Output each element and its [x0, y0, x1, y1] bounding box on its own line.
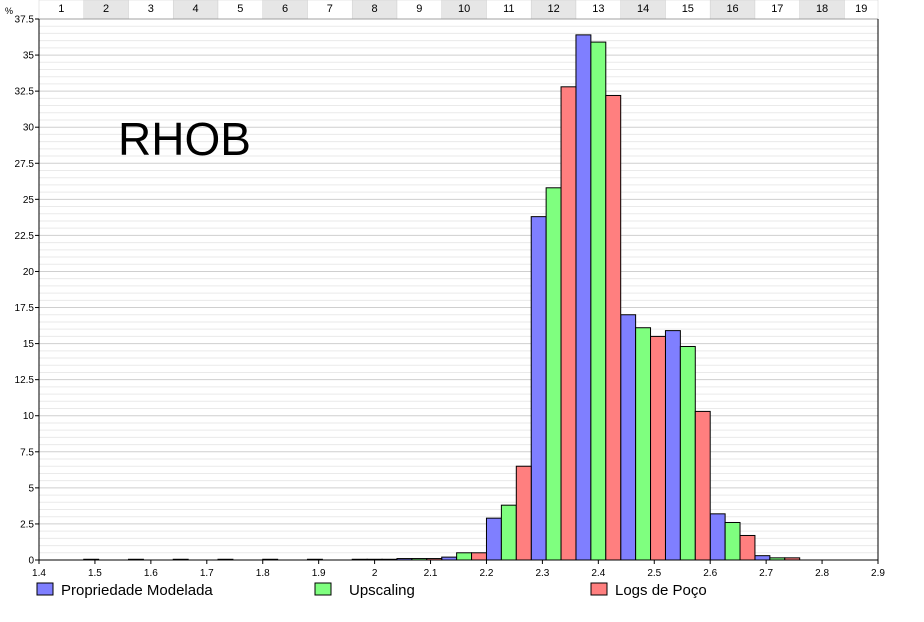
bin-header-label: 19	[855, 3, 867, 15]
bin-header-label: 17	[771, 3, 783, 15]
x-tick-label: 2.4	[591, 568, 605, 579]
x-tick-label: 1.7	[200, 568, 214, 579]
legend-item: Logs de Poço	[590, 582, 707, 599]
bar	[620, 314, 637, 561]
plot-background	[39, 19, 878, 560]
y-tick-label: 17.5	[15, 303, 35, 314]
x-tick-label: 2.9	[871, 568, 885, 579]
bar	[485, 517, 502, 561]
bin-header-label: 16	[726, 3, 738, 15]
bin-header-label: 14	[637, 3, 649, 15]
y-tick-label: 15	[23, 339, 35, 350]
bin-header-label: 5	[237, 3, 243, 15]
bar	[471, 552, 487, 561]
plot-area	[39, 19, 878, 560]
y-tick-label: 10	[23, 411, 35, 422]
bar	[650, 335, 666, 561]
bar	[679, 345, 696, 561]
legend-label: Logs de Poço	[615, 582, 707, 599]
legend-label: Propriedade Modelada	[61, 582, 213, 599]
x-tick-label: 1.9	[312, 568, 326, 579]
bar	[560, 86, 577, 561]
bar	[694, 410, 711, 561]
y-tick-label: 7.5	[20, 447, 34, 458]
x-tick-label: 2.6	[703, 568, 717, 579]
y-tick-label: 32.5	[15, 87, 35, 98]
y-tick-label: 0	[28, 556, 34, 567]
axes: 02.557.51012.51517.52022.52527.53032.535…	[15, 15, 886, 580]
y-tick-label: 5	[28, 483, 34, 494]
y-tick-label: 37.5	[15, 15, 35, 26]
x-tick-label: 1.8	[256, 568, 270, 579]
y-tick-label: 20	[23, 267, 35, 278]
bar	[575, 34, 592, 561]
bin-header-label: 13	[592, 3, 604, 15]
bar	[664, 330, 681, 561]
x-tick-label: 1.4	[32, 568, 46, 579]
legend-swatch	[36, 582, 54, 596]
bin-header-label: 15	[682, 3, 694, 15]
x-tick-label: 2.5	[647, 568, 661, 579]
x-tick-label: 1.5	[88, 568, 102, 579]
bar	[515, 465, 532, 561]
bar	[739, 534, 756, 561]
y-tick-label: 27.5	[15, 159, 35, 170]
bar	[530, 216, 547, 561]
bar	[545, 187, 562, 561]
y-tick-label: 22.5	[15, 231, 35, 242]
x-tick-label: 2.1	[424, 568, 438, 579]
chart-title: RHOB	[118, 113, 251, 165]
bar	[590, 41, 607, 561]
y-tick-label: 25	[23, 195, 35, 206]
bar	[500, 504, 517, 561]
y-tick-label: 12.5	[15, 375, 35, 386]
x-tick-label: 2.2	[480, 568, 494, 579]
bin-header-label: 18	[816, 3, 828, 15]
bin-header-label: 1	[58, 3, 64, 15]
legend-item: Propriedade Modelada	[36, 582, 213, 599]
bin-header: 1 2 3 4 5 6 7 8 9 10 11 12 13 14 15 16 17 18 19	[38, 0, 879, 20]
x-tick-label: 1.6	[144, 568, 158, 579]
x-tick-label: 2.8	[815, 568, 829, 579]
bar	[724, 521, 741, 561]
bar	[709, 513, 726, 561]
bar	[456, 552, 473, 561]
bin-header-label: 7	[327, 3, 333, 15]
bin-header-label: 10	[458, 3, 470, 15]
y-tick-label: 2.5	[20, 519, 34, 530]
bin-header-label: 6	[282, 3, 288, 15]
legend-label: Upscaling	[349, 582, 415, 599]
bin-header-label: 8	[372, 3, 378, 15]
bars	[83, 34, 801, 561]
bin-header-label: 11	[503, 3, 514, 15]
y-tick-label: 35	[23, 51, 35, 62]
bar	[754, 555, 771, 561]
bin-header-label: 4	[193, 3, 199, 15]
bar	[605, 94, 622, 561]
bin-header-label: 12	[547, 3, 559, 15]
x-tick-label: 2.7	[759, 568, 773, 579]
x-tick-label: 2	[372, 568, 378, 579]
legend-swatch	[590, 582, 608, 596]
bin-header-label: 3	[148, 3, 154, 15]
bar	[635, 327, 652, 561]
bin-header-label: 9	[416, 3, 422, 15]
legend-item: Upscaling	[314, 582, 415, 599]
y-axis-unit-label: %	[5, 6, 13, 16]
legend: Propriedade Modelada Upscaling Logs de Poç…	[36, 582, 707, 599]
x-tick-label: 2.3	[535, 568, 549, 579]
y-tick-label: 30	[23, 123, 35, 134]
bin-header-label: 2	[103, 3, 109, 15]
legend-swatch	[314, 582, 332, 596]
